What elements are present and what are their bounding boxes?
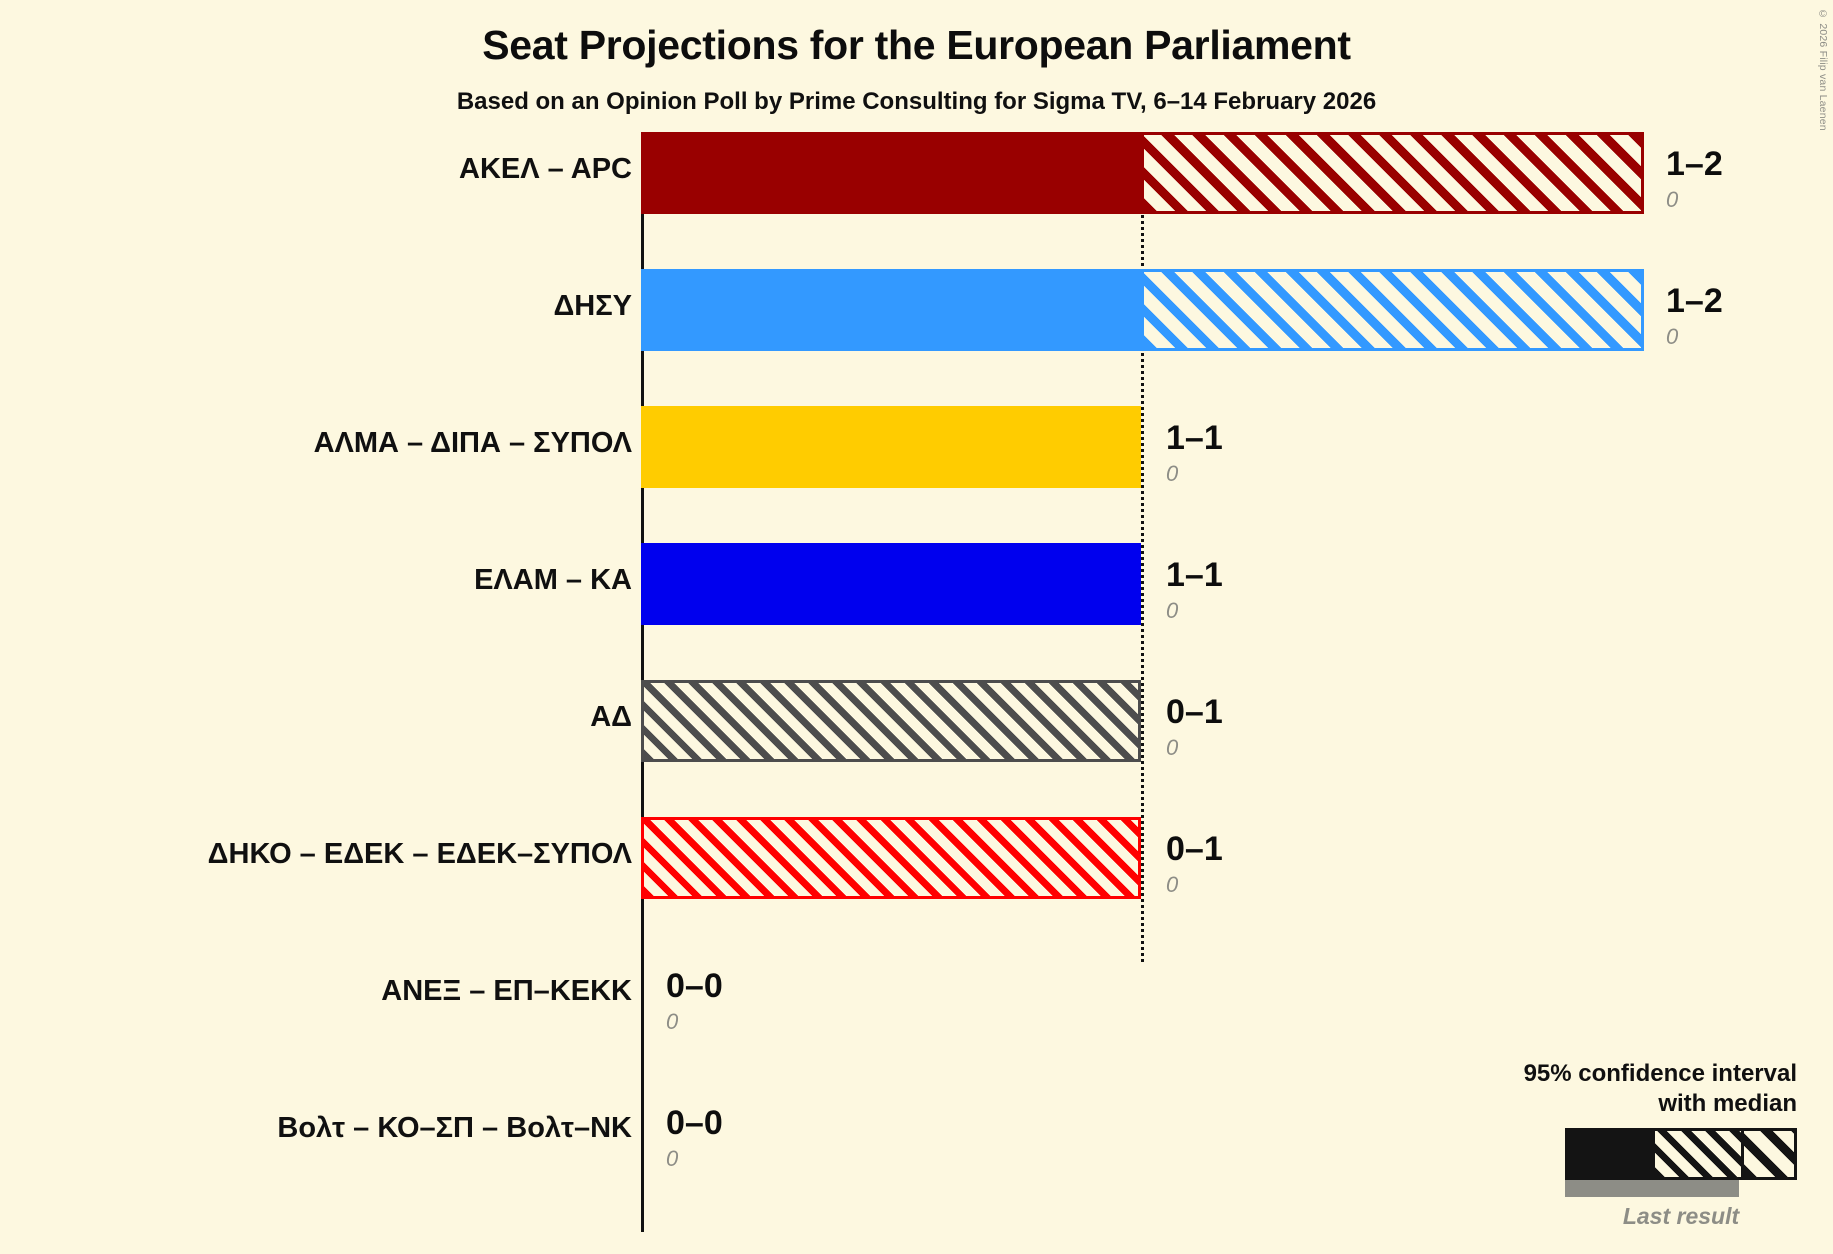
party-label: ΑΔ bbox=[590, 701, 632, 733]
party-label: ΕΛΑΜ – ΚΑ bbox=[474, 564, 632, 596]
chart-row: ΑΚΕΛ – ΑΡC 1–2 0 bbox=[0, 132, 1833, 214]
seat-range-value: 0–1 bbox=[1166, 693, 1223, 731]
legend-caption: 95% confidence interval with median bbox=[1487, 1059, 1797, 1118]
value-label-group: 0–1 0 bbox=[1166, 695, 1223, 759]
chart-row: ΔΗΚΟ – ΕΔΕΚ – ΕΔΕΚ–ΣΥΠΟΛ 0–1 0 bbox=[0, 817, 1833, 899]
value-label-group: 1–1 0 bbox=[1166, 421, 1223, 485]
party-label: Βολτ – ΚΟ–ΣΠ – Βολτ–ΝΚ bbox=[277, 1112, 632, 1144]
last-result-value: 0 bbox=[1166, 461, 1179, 486]
copyright-notice: © 2026 Filip van Laenen bbox=[1817, 8, 1829, 131]
last-result-value: 0 bbox=[1166, 598, 1179, 623]
legend-caption-line2: with median bbox=[1658, 1089, 1797, 1117]
chart-row: ΑΝΕΞ – ΕΠ–ΚΕΚΚ 0–0 0 bbox=[0, 954, 1833, 1036]
value-label-group: 0–0 0 bbox=[666, 1106, 723, 1170]
party-label: ΑΝΕΞ – ΕΠ–ΚΕΚΚ bbox=[381, 975, 632, 1007]
bar-median-segment bbox=[641, 543, 1141, 625]
seat-range-value: 0–0 bbox=[666, 1104, 723, 1142]
last-result-value: 0 bbox=[666, 1146, 679, 1171]
value-label-group: 0–1 0 bbox=[1166, 832, 1223, 896]
bar-upper-interval-segment bbox=[1141, 132, 1644, 214]
chart-title: Seat Projections for the European Parlia… bbox=[482, 22, 1351, 68]
bar-median-segment bbox=[641, 132, 1141, 214]
bar-median-segment bbox=[641, 269, 1141, 351]
value-label-group: 1–2 0 bbox=[1666, 147, 1723, 211]
last-result-value: 0 bbox=[1666, 187, 1679, 212]
last-result-value: 0 bbox=[1166, 735, 1179, 760]
legend-interval-bar bbox=[1565, 1128, 1797, 1180]
seat-range-value: 1–1 bbox=[1166, 419, 1223, 457]
threshold-gridline bbox=[1141, 132, 1144, 962]
party-label: ΑΛΜΑ – ΔΙΠΑ – ΣΥΠΟΛ bbox=[313, 427, 632, 459]
chart-row: ΕΛΑΜ – ΚΑ 1–1 0 bbox=[0, 543, 1833, 625]
bar-interval-segment bbox=[641, 680, 1141, 762]
bar-interval-segment bbox=[641, 817, 1141, 899]
seat-range-value: 1–2 bbox=[1666, 282, 1723, 320]
legend-crosshatch-swatch bbox=[1655, 1131, 1741, 1177]
chart-row: Βολτ – ΚΟ–ΣΠ – Βολτ–ΝΚ 0–0 0 bbox=[0, 1091, 1833, 1173]
legend-last-result-bar bbox=[1565, 1180, 1739, 1197]
last-result-value: 0 bbox=[666, 1009, 679, 1034]
seat-range-value: 0–0 bbox=[666, 967, 723, 1005]
party-label: ΑΚΕΛ – ΑΡC bbox=[459, 153, 632, 185]
last-result-value: 0 bbox=[1666, 324, 1679, 349]
chart-subtitle: Based on an Opinion Poll by Prime Consul… bbox=[456, 88, 1377, 115]
party-label: ΔΗΚΟ – ΕΔΕΚ – ΕΔΕΚ–ΣΥΠΟΛ bbox=[207, 838, 632, 870]
legend: 95% confidence interval with median Last… bbox=[1487, 1059, 1797, 1230]
value-label-group: 1–1 0 bbox=[1166, 558, 1223, 622]
value-label-group: 1–2 0 bbox=[1666, 284, 1723, 348]
legend-caption-line1: 95% confidence interval bbox=[1523, 1060, 1797, 1088]
seat-range-value: 0–1 bbox=[1166, 830, 1223, 868]
seat-range-value: 1–1 bbox=[1166, 556, 1223, 594]
bar-upper-interval-segment bbox=[1141, 269, 1644, 351]
legend-last-result-label: Last result bbox=[1622, 1203, 1740, 1229]
value-label-group: 0–0 0 bbox=[666, 969, 723, 1033]
chart-row: ΔΗΣΥ 1–2 0 bbox=[0, 269, 1833, 351]
last-result-value: 0 bbox=[1166, 872, 1179, 897]
party-label: ΔΗΣΥ bbox=[553, 290, 632, 322]
chart-row: ΑΔ 0–1 0 bbox=[0, 680, 1833, 762]
bar-median-segment bbox=[641, 406, 1141, 488]
seat-range-value: 1–2 bbox=[1666, 145, 1723, 183]
chart-row: ΑΛΜΑ – ΔΙΠΑ – ΣΥΠΟΛ 1–1 0 bbox=[0, 406, 1833, 488]
legend-diagonal-swatch bbox=[1744, 1131, 1794, 1177]
